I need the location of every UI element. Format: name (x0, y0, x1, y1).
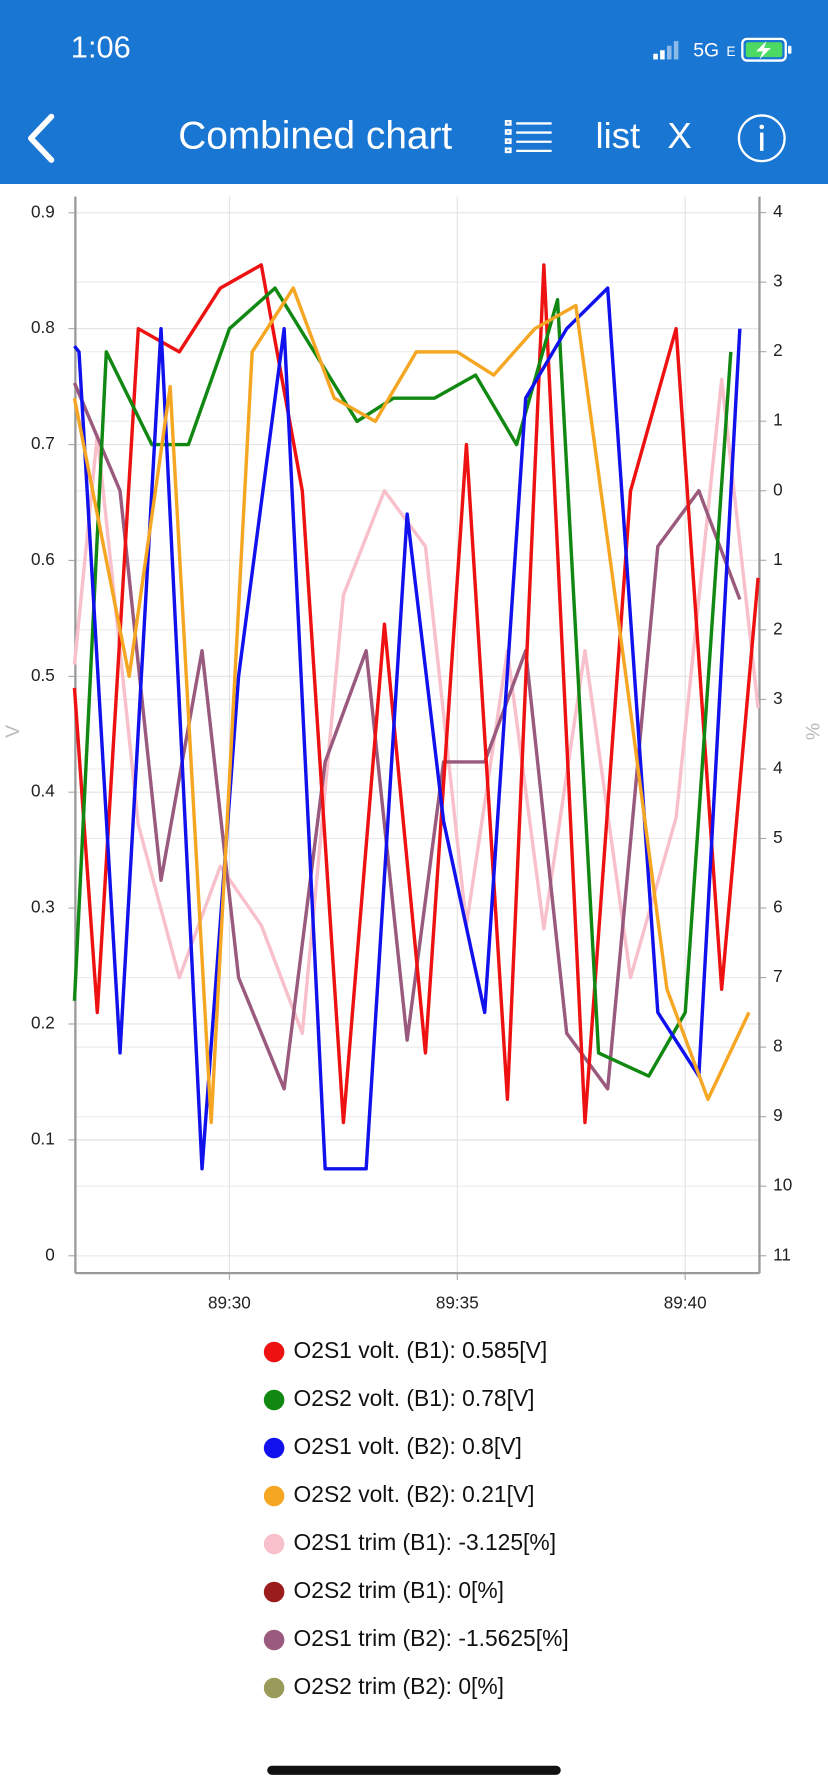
nav-title: Combined chart (178, 115, 452, 158)
y2-tick-label: 6 (773, 897, 783, 917)
series-line (73, 286, 742, 1171)
legend-label: O2S1 trim (B1): -3.125[%] (294, 1529, 557, 1555)
chart: 00.10.20.30.40.50.60.70.80.9 432101234567… (2, 196, 824, 1699)
y-tick-label: 0.2 (31, 1013, 55, 1033)
legend-swatch (263, 1581, 285, 1603)
y-tick-label: 0.8 (31, 317, 55, 337)
series-line (72, 377, 760, 1035)
y2-tick-label: 1 (773, 410, 783, 430)
y2-tick-label: 9 (773, 1105, 783, 1125)
header-background (0, 0, 828, 184)
signal-icon (653, 41, 679, 60)
y-tick-label: 0.6 (31, 549, 55, 569)
y-tick-label: 0 (45, 1244, 55, 1264)
legend-swatch (263, 1629, 285, 1651)
legend-label: O2S1 volt. (B2): 0.8[V] (294, 1433, 522, 1459)
legend-swatch (263, 1437, 285, 1459)
y2-tick-label: 0 (773, 479, 783, 499)
legend-swatch (263, 1341, 285, 1363)
network-subtype: E (726, 44, 735, 59)
y-tick-label: 0.9 (31, 201, 55, 221)
info-button[interactable] (737, 114, 786, 163)
legend-label: O2S2 trim (B1): 0[%] (294, 1577, 505, 1603)
list-icon[interactable] (504, 119, 552, 154)
y2-axis-label: % (802, 723, 824, 740)
y2-tick-label: 8 (773, 1036, 783, 1056)
y-tick-label: 0.1 (31, 1128, 55, 1148)
y2-tick-label: 4 (773, 757, 783, 777)
y2-tick-label: 10 (773, 1175, 792, 1195)
y-tick-label: 0.4 (31, 781, 55, 801)
network-type: 5G (693, 40, 719, 62)
y2-tick-label: 1 (773, 549, 783, 569)
legend-swatch (263, 1485, 285, 1507)
y2-tick-label: 4 (773, 201, 783, 221)
y2-tick-label: 7 (773, 966, 783, 986)
series-line (72, 286, 751, 1125)
series-line (72, 263, 760, 1125)
battery-icon (741, 37, 792, 62)
legend-label: O2S1 volt. (B1): 0.585[V] (294, 1337, 548, 1363)
x-tick-label: 89:30 (208, 1293, 251, 1313)
close-button[interactable]: X (667, 115, 691, 156)
y-axis-label: V (2, 725, 24, 738)
y2-tick-label: 5 (773, 827, 783, 847)
legend-swatch (263, 1389, 285, 1411)
y-tick-label: 0.5 (31, 665, 55, 685)
y2-tick-label: 11 (773, 1244, 791, 1264)
y-tick-label: 0.3 (31, 897, 55, 917)
y2-tick-label: 3 (773, 688, 783, 708)
back-button[interactable] (27, 113, 55, 163)
legend-label: O2S1 trim (B2): -1.5625[%] (294, 1625, 569, 1651)
legend-swatch (263, 1677, 285, 1699)
series-line (72, 286, 733, 1078)
status-time: 1:06 (71, 29, 131, 64)
list-button[interactable]: list (596, 115, 641, 156)
legend-label: O2S2 volt. (B1): 0.78[V] (294, 1385, 535, 1411)
legend-swatch (263, 1533, 285, 1555)
y2-tick-label: 3 (773, 271, 783, 291)
y-tick-label: 0.7 (31, 433, 55, 453)
y2-tick-label: 2 (773, 618, 783, 638)
legend-label: O2S2 trim (B2): 0[%] (294, 1673, 505, 1699)
y2-tick-label: 2 (773, 340, 783, 360)
legend-label: O2S2 volt. (B2): 0.21[V] (294, 1481, 535, 1507)
home-indicator (267, 1765, 561, 1775)
x-tick-label: 89:40 (664, 1293, 707, 1313)
x-tick-label: 89:35 (436, 1293, 479, 1313)
